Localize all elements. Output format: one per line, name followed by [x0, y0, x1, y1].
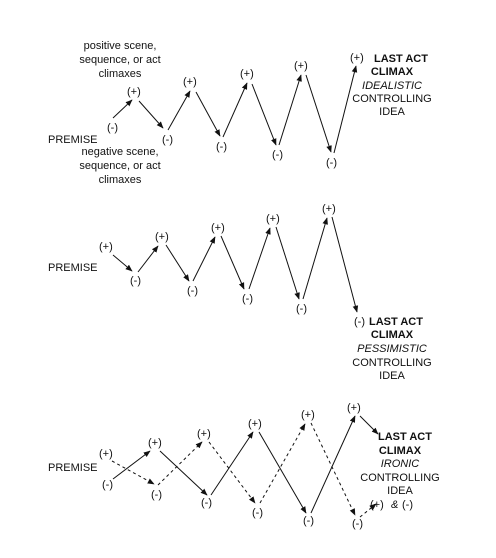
sign-minus: (-) — [187, 285, 198, 297]
dashed-falling-arrow — [111, 460, 155, 485]
sign-minus: (-) — [303, 515, 314, 527]
sign-minus: (-) — [252, 507, 263, 519]
controlling-label: CONTROLLING — [360, 472, 439, 484]
sign-minus: (-) — [216, 141, 227, 153]
sign-plus: (+) — [127, 86, 141, 98]
both-amp-sign: & — [391, 499, 398, 511]
falling-arrow — [275, 226, 300, 300]
idea-label: IDEA — [387, 485, 413, 497]
solid-rising-arrow — [210, 431, 254, 496]
solid-rising-arrow — [310, 415, 356, 514]
last-act-label: LAST ACT — [378, 431, 432, 443]
falling-arrow — [220, 235, 245, 290]
last-act-label: LAST ACT — [374, 53, 428, 65]
sign-plus: (+) — [350, 52, 364, 64]
sign-minus: (-) — [151, 489, 162, 501]
pessimistic-panel: PREMISE (+) (-) (+) (-) (+) (-) (+) (-) … — [48, 203, 432, 382]
sign-minus: (-) — [201, 497, 212, 509]
sign-minus: (-) — [162, 134, 173, 146]
rising-arrow — [248, 227, 271, 290]
falling-arrow — [112, 254, 133, 272]
sign-plus: (+) — [99, 241, 113, 253]
idealistic-panel: positive scene, sequence, or act climaxe… — [48, 40, 432, 186]
pessimistic-label: PESSIMISTIC — [357, 343, 427, 355]
ironic-label: IRONIC — [381, 458, 420, 470]
rising-arrow — [137, 245, 159, 273]
dashed-rising-arrow — [259, 423, 306, 504]
solid-rising-arrow — [112, 450, 151, 480]
rising-arrow — [222, 82, 248, 138]
sign-minus: (-) — [326, 157, 337, 169]
dashed-falling-arrow — [208, 441, 256, 504]
negative-note-line-3: climaxes — [99, 174, 142, 186]
idea-label: IDEA — [379, 106, 405, 118]
negative-note-line-1: negative scene, — [81, 146, 158, 158]
falling-arrow — [331, 216, 359, 313]
last-act-label: LAST ACT — [369, 316, 423, 328]
sign-plus: (+) — [197, 428, 211, 440]
sign-plus: (+) — [301, 409, 315, 421]
falling-arrow — [195, 91, 221, 137]
controlling-label: CONTROLLING — [352, 93, 431, 105]
rising-arrow — [302, 217, 328, 300]
sign-plus: (+) — [266, 213, 280, 225]
sign-plus: (+) — [148, 437, 162, 449]
rising-arrow — [192, 236, 216, 282]
premise-label: PREMISE — [48, 262, 98, 274]
premise-label: PREMISE — [48, 462, 98, 474]
ironic-panel: PREMISE (+) (-) (+) (-) (+) (-) (+) (-) … — [48, 402, 440, 530]
rising-arrow — [333, 65, 358, 154]
sign-minus: (-) — [272, 149, 283, 161]
climax-label: CLIMAX — [379, 445, 422, 457]
rising-arrow — [278, 74, 302, 146]
positive-note-line-3: climaxes — [99, 68, 142, 80]
sign-minus: (-) — [352, 518, 363, 530]
idea-label: IDEA — [379, 370, 405, 382]
sign-plus: (+) — [155, 231, 169, 243]
positive-note-line-2: sequence, or act — [79, 54, 160, 66]
sign-plus: (+) — [347, 402, 361, 414]
premise-label: PREMISE — [48, 134, 98, 146]
sign-minus: (-) — [130, 275, 141, 287]
solid-falling-arrow — [258, 431, 307, 514]
sign-plus: (+) — [99, 448, 113, 460]
sign-plus: (+) — [322, 203, 336, 215]
rising-arrow — [112, 99, 133, 119]
solid-to-climax-arrow — [359, 415, 379, 435]
falling-arrow — [165, 244, 190, 282]
sign-plus: (+) — [240, 68, 254, 80]
dashed-rising-arrow — [157, 441, 203, 486]
negative-note-line-2: sequence, or act — [79, 160, 160, 172]
falling-arrow — [251, 83, 277, 146]
sign-plus: (+) — [294, 60, 308, 72]
falling-arrow — [305, 74, 332, 153]
positive-note-line-1: positive scene, — [84, 40, 157, 52]
controlling-label: CONTROLLING — [352, 357, 431, 369]
sign-plus: (+) — [248, 418, 262, 430]
sign-minus: (-) — [107, 122, 118, 134]
both-minus-sign: (-) — [402, 499, 413, 511]
rising-arrow — [167, 90, 191, 131]
climax-label: CLIMAX — [371, 66, 414, 78]
both-plus-sign: (+) — [370, 499, 384, 511]
sign-minus: (-) — [296, 303, 307, 315]
sign-plus: (+) — [183, 76, 197, 88]
idealistic-label: IDEALISTIC — [362, 80, 422, 92]
sign-minus: (-) — [354, 316, 365, 328]
sign-minus: (-) — [242, 293, 253, 305]
sign-plus: (+) — [211, 222, 225, 234]
dashed-falling-arrow — [310, 422, 356, 516]
solid-falling-arrow — [159, 450, 208, 496]
climax-label: CLIMAX — [371, 329, 414, 341]
sign-minus: (-) — [102, 479, 113, 491]
falling-arrow — [138, 100, 164, 129]
